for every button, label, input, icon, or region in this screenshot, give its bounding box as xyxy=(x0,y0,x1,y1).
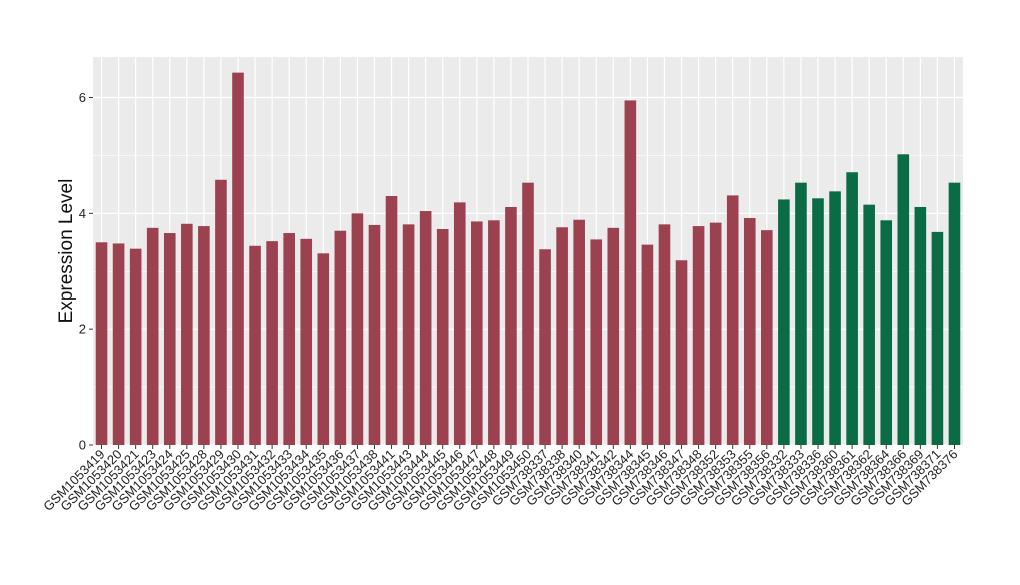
bar-GSM738360 xyxy=(829,191,841,445)
bar-GSM738333 xyxy=(795,182,807,446)
bar-GSM1053433 xyxy=(283,233,295,445)
bar-GSM1053445 xyxy=(436,228,449,445)
bar-GSM738344 xyxy=(624,100,637,446)
x-axis: GSM1053419GSM1053420GSM1053421GSM1053423… xyxy=(40,445,961,514)
y-tick-label: 6 xyxy=(79,90,86,105)
bar-GSM738341 xyxy=(590,239,603,445)
bar-GSM1053424 xyxy=(163,233,176,445)
bar-GSM1053438 xyxy=(368,224,381,445)
bar-GSM1053430 xyxy=(232,72,244,446)
y-axis-title: Expression Level xyxy=(56,179,77,324)
bar-GSM1053435 xyxy=(317,253,330,445)
bar-GSM1053431 xyxy=(249,245,261,445)
bar-GSM738366 xyxy=(897,154,910,445)
bar-GSM1053419 xyxy=(95,242,108,445)
bar-GSM1053448 xyxy=(488,220,500,445)
bar-GSM1053437 xyxy=(351,213,364,445)
bar-GSM1053447 xyxy=(471,221,483,445)
bar-GSM738376 xyxy=(948,182,961,446)
bar-GSM738345 xyxy=(641,244,654,445)
bar-GSM738355 xyxy=(743,217,756,445)
bar-GSM1053421 xyxy=(129,248,142,445)
bar-GSM738340 xyxy=(573,219,585,445)
bar-GSM738332 xyxy=(778,199,790,445)
bar-GSM1053428 xyxy=(198,226,210,445)
bar-GSM1053449 xyxy=(505,206,517,445)
bar-GSM738338 xyxy=(556,227,568,445)
bar-GSM738361 xyxy=(846,172,858,445)
bar-GSM738364 xyxy=(880,220,893,445)
bar-GSM738336 xyxy=(812,198,824,445)
bar-GSM738348 xyxy=(692,226,705,445)
bar-GSM1053436 xyxy=(334,230,347,445)
bar-GSM1053446 xyxy=(453,202,466,445)
y-tick-label: 2 xyxy=(79,322,86,337)
y-tick-label: 4 xyxy=(79,206,86,221)
bar-GSM1053429 xyxy=(215,179,227,445)
bar-GSM738371 xyxy=(931,231,944,445)
bar-GSM1053444 xyxy=(419,211,432,445)
y-tick-label: 0 xyxy=(79,438,86,453)
bar-GSM738342 xyxy=(607,227,620,445)
bars xyxy=(95,72,961,446)
bar-GSM738347 xyxy=(675,260,688,445)
bar-GSM738352 xyxy=(709,222,722,445)
bar-GSM738346 xyxy=(658,224,671,445)
bar-GSM1053423 xyxy=(146,227,159,445)
bar-GSM1053434 xyxy=(300,238,313,445)
bar-GSM1053425 xyxy=(181,223,193,445)
bar-GSM1053432 xyxy=(266,241,278,445)
bar-GSM738337 xyxy=(539,249,551,445)
bar-GSM1053441 xyxy=(385,195,398,445)
bar-GSM1053450 xyxy=(522,182,534,446)
y-axis: 0 2 4 6 xyxy=(79,90,93,453)
bar-GSM738369 xyxy=(914,206,927,445)
bar-GSM738362 xyxy=(863,204,875,445)
bar-GSM738356 xyxy=(761,230,773,445)
bar-GSM1053443 xyxy=(402,224,415,445)
bar-GSM738353 xyxy=(726,195,739,445)
bar-GSM1053420 xyxy=(112,243,125,445)
